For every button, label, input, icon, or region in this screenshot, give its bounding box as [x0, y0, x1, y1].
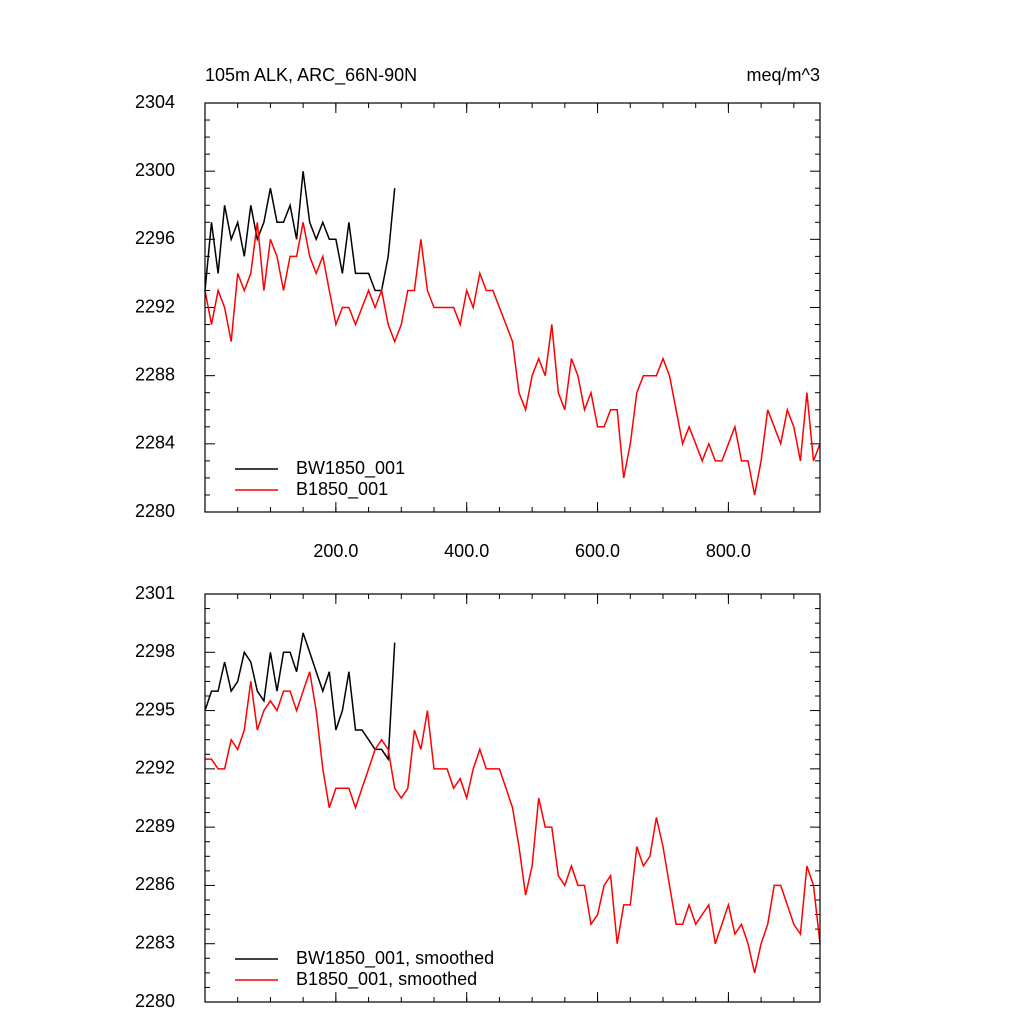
plot-frame	[204, 593, 821, 1003]
y-tick-label: 2301	[135, 583, 175, 603]
y-tick-label: 2284	[135, 433, 175, 453]
x-tick-label: 600.0	[575, 541, 620, 561]
y-tick-label: 2300	[135, 160, 175, 180]
y-tick-label: 2286	[135, 874, 175, 894]
plot-frame	[204, 102, 821, 513]
y-tick-label: 2289	[135, 816, 175, 836]
x-tick-label: 800.0	[706, 541, 751, 561]
y-tick-label: 2295	[135, 699, 175, 719]
x-tick-label: 200.0	[313, 541, 358, 561]
chart-title: 105m ALK, ARC_66N-90N	[205, 65, 417, 86]
units-label: meq/m^3	[747, 65, 820, 85]
y-tick-label: 2280	[135, 991, 175, 1011]
legend-label: BW1850_001	[296, 458, 405, 479]
legend-label: BW1850_001, smoothed	[296, 948, 494, 969]
series-line	[204, 171, 396, 292]
y-tick-label: 2280	[135, 501, 175, 521]
y-tick-label: 2292	[135, 296, 175, 316]
y-tick-label: 2288	[135, 364, 175, 384]
y-tick-label: 2296	[135, 228, 175, 248]
y-tick-label: 2304	[135, 92, 175, 112]
x-tick-label: 400.0	[444, 541, 489, 561]
y-tick-label: 2292	[135, 758, 175, 778]
y-tick-label: 2283	[135, 932, 175, 952]
legend-label: B1850_001	[296, 479, 388, 500]
legend-label: B1850_001, smoothed	[296, 969, 477, 990]
series-line	[204, 222, 821, 496]
y-tick-label: 2298	[135, 641, 175, 661]
series-line	[204, 632, 396, 762]
series-line	[205, 671, 821, 974]
